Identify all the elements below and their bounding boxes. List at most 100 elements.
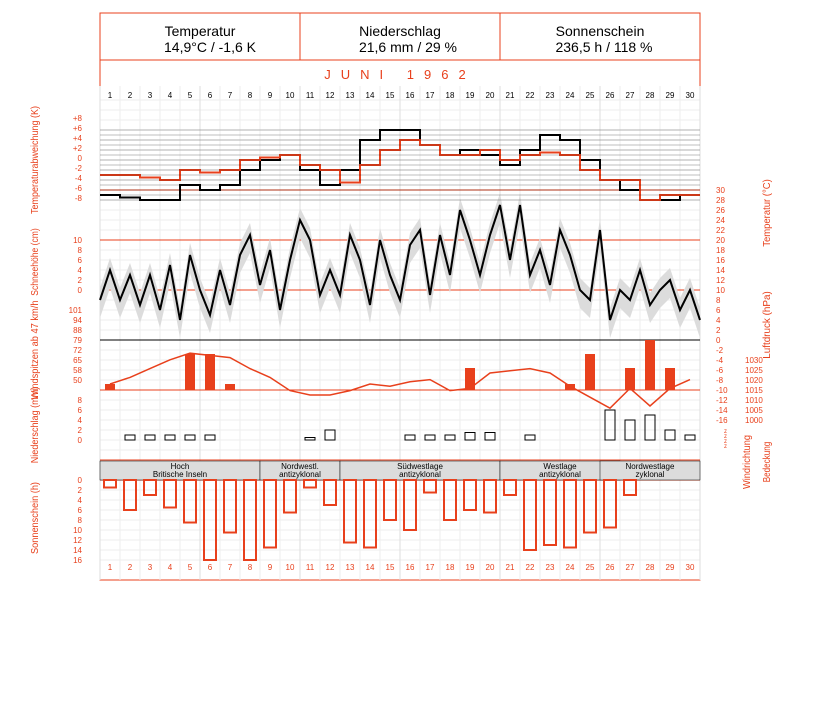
precipitation-title: Niederschlag (359, 23, 441, 39)
precipitation-bar (424, 434, 436, 441)
tick-wind: 72 (73, 346, 82, 355)
tick-precip: 2 (78, 426, 83, 435)
day-label-bottom: 1 (108, 563, 113, 572)
sunshine-title: Sonnenschein (556, 23, 645, 39)
wind-peak-bar (665, 368, 675, 390)
wind-peak-bar (585, 354, 595, 390)
day-label-top: 25 (586, 91, 595, 100)
tick-sun: 14 (73, 546, 82, 555)
wind-peak-bar (565, 384, 575, 390)
tick-temp-right: -6 (716, 366, 724, 375)
precipitation-bar (124, 434, 136, 441)
sunshine-bar (303, 479, 317, 489)
tick-wind-dir: z (724, 444, 727, 450)
day-label-bottom: 13 (346, 563, 355, 572)
day-label-bottom: 11 (306, 563, 315, 572)
cloud-axis-title: Bedeckung (762, 442, 773, 483)
temperature-axis-title: Temperatur (°C) (762, 179, 773, 247)
tick-sun: 12 (73, 536, 82, 545)
day-label-bottom: 24 (566, 563, 575, 572)
precipitation-bar (444, 434, 456, 441)
tick-anomaly: +6 (73, 124, 83, 133)
tick-pressure-right: 1010 (745, 396, 763, 405)
tick-temp-right: -10 (716, 386, 728, 395)
tick-temp-right: 26 (716, 206, 725, 215)
tick-pressure-right: 1030 (745, 356, 763, 365)
day-label-top: 14 (366, 91, 375, 100)
sunshine-bar (423, 479, 437, 494)
weather-type-cell (599, 460, 701, 481)
weather-type-sublabel: antizyklonal (399, 470, 441, 479)
precipitation-bar (144, 434, 156, 441)
precipitation-bar (204, 434, 216, 441)
precipitation-bar (184, 434, 196, 441)
wind-peak-bar (465, 368, 475, 390)
day-label-bottom: 27 (626, 563, 635, 572)
tick-wind: 58 (73, 366, 82, 375)
precip-axis-title: Niederschlag (mm) (30, 387, 41, 464)
day-label-top: 9 (268, 91, 273, 100)
tick-pressure-right: 1005 (745, 406, 763, 415)
day-label-bottom: 21 (506, 563, 515, 572)
day-label-bottom: 7 (228, 563, 233, 572)
tick-snow: 4 (78, 266, 83, 275)
tick-pressure-right: 1020 (745, 376, 763, 385)
day-label-top: 6 (208, 91, 213, 100)
spread-bands (100, 193, 700, 338)
day-label-top: 27 (626, 91, 635, 100)
day-label-top: 26 (606, 91, 615, 100)
tick-temp-right: 20 (716, 236, 725, 245)
tick-snow: 0 (78, 286, 83, 295)
axis-labels: 1122334455667788991010111112121313141415… (30, 91, 773, 572)
wind-peak-bar (625, 368, 635, 390)
day-label-bottom: 5 (188, 563, 193, 572)
tick-sun: 4 (78, 496, 83, 505)
tick-sun: 10 (73, 526, 82, 535)
day-label-top: 16 (406, 91, 415, 100)
day-label-bottom: 23 (546, 563, 555, 572)
tick-sun: 0 (78, 476, 83, 485)
tick-pressure-right: 1015 (745, 386, 763, 395)
day-label-bottom: 16 (406, 563, 415, 572)
day-label-bottom: 20 (486, 563, 495, 572)
weather-type-label: Nordwestlage (626, 462, 675, 471)
tick-temp-right: -12 (716, 396, 728, 405)
tick-anomaly: 0 (78, 154, 83, 163)
day-label-top: 28 (646, 91, 655, 100)
day-label-bottom: 28 (646, 563, 655, 572)
temperature-curve (99, 204, 701, 321)
precipitation-bar (684, 434, 696, 441)
sunshine-bar (363, 479, 377, 549)
temperature-spread-band (100, 193, 700, 338)
day-label-top: 20 (486, 91, 495, 100)
precipitation-value: 21,6 mm / 29 % (359, 39, 457, 55)
anomaly-axis-title: Temperaturabweichung (K) (30, 106, 41, 214)
day-label-bottom: 6 (208, 563, 213, 572)
tick-snow: 2 (78, 276, 83, 285)
tick-precip: 8 (78, 396, 83, 405)
day-label-top: 30 (686, 91, 695, 100)
sunshine-bar (163, 479, 177, 509)
day-label-bottom: 8 (248, 563, 253, 572)
day-label-top: 12 (326, 91, 335, 100)
day-label-top: 11 (306, 91, 315, 100)
tick-anomaly: +2 (73, 144, 83, 153)
sunshine-bar (263, 479, 277, 549)
snow-axis-title: Schneehöhe (cm) (30, 228, 41, 296)
day-label-bottom: 26 (606, 563, 615, 572)
wind-peak-bar (205, 354, 215, 390)
weather-type-sublabel: antizyklonal (279, 470, 321, 479)
wind-peak-bar (225, 384, 235, 390)
tick-snow: 6 (78, 256, 83, 265)
sunshine-bar (463, 479, 477, 511)
tick-wind-dir: z (724, 429, 727, 435)
sunshine-bar (583, 479, 597, 534)
month-title: JUNI 1962 (324, 67, 475, 82)
tick-temp-right: -14 (716, 406, 728, 415)
wind-peak-bar (105, 384, 115, 390)
summary-header: Temperatur 14,9°C / -1,6 K Niederschlag … (100, 13, 700, 61)
day-label-bottom: 9 (268, 563, 273, 572)
precipitation-bar (324, 429, 336, 441)
sunshine-bar (503, 479, 517, 496)
